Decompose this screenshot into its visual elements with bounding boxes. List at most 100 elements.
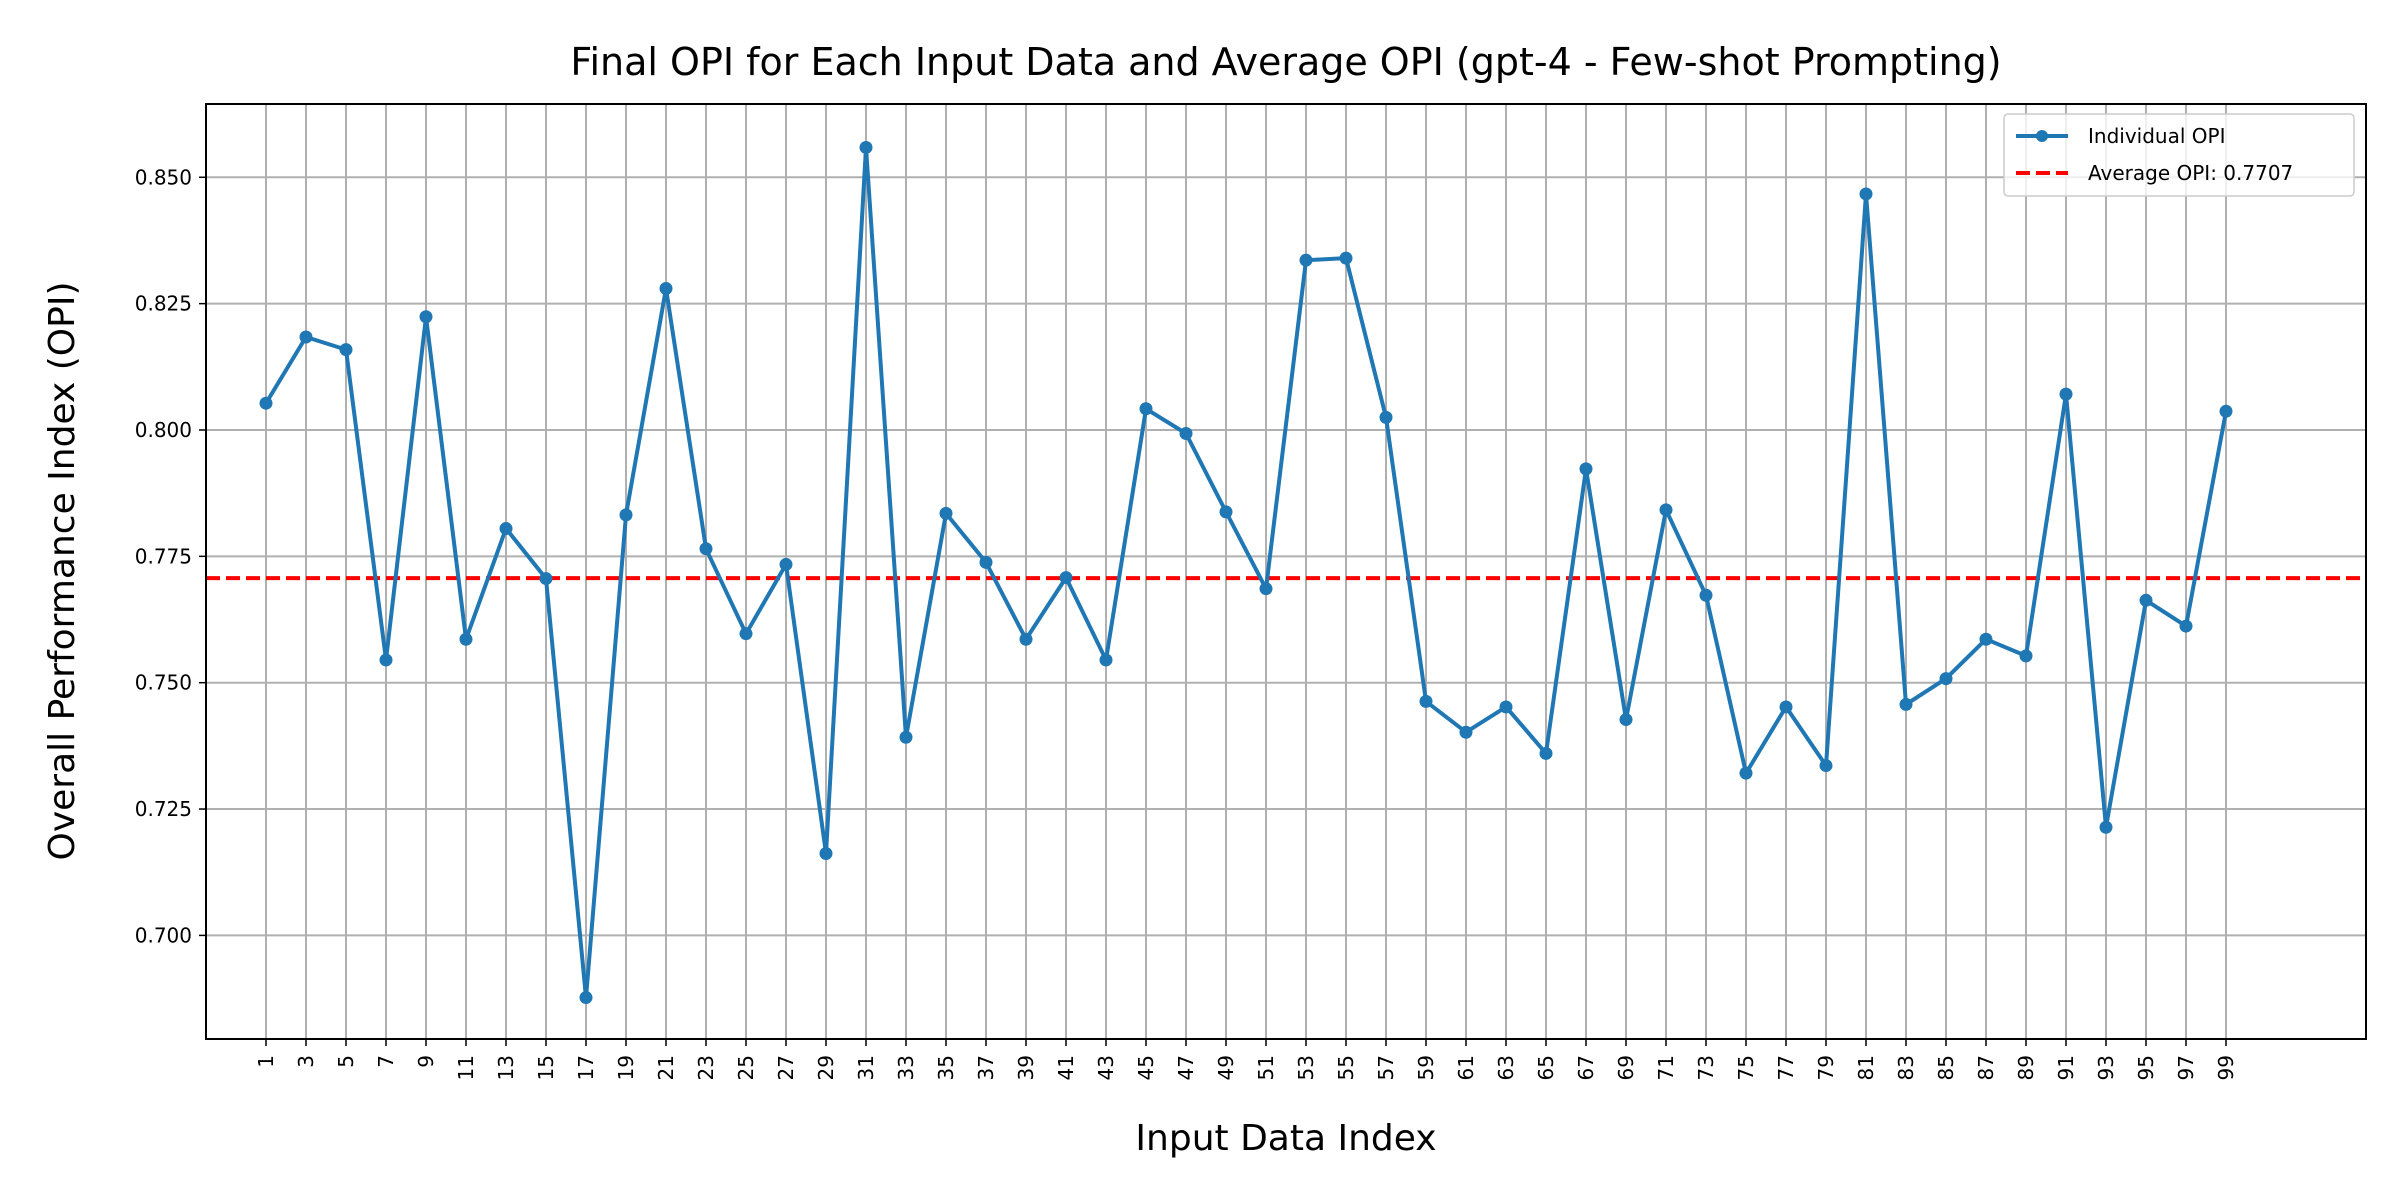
- series-layer: [259, 140, 2233, 1005]
- data-point: [1939, 672, 1953, 686]
- x-tick-label: 45: [1134, 1055, 1158, 1080]
- y-tick-label: 0.775: [135, 544, 192, 568]
- data-point: [2099, 820, 2113, 834]
- x-tick-label: 29: [814, 1055, 838, 1080]
- data-point: [819, 847, 833, 861]
- chart-title: Final OPI for Each Input Data and Averag…: [570, 40, 2001, 84]
- x-tick-label: 21: [654, 1055, 678, 1080]
- x-tick-label: 69: [1614, 1055, 1638, 1080]
- data-point: [619, 508, 633, 522]
- legend-label-individual: Individual OPI: [2088, 124, 2225, 148]
- x-tick-label: 59: [1414, 1055, 1438, 1080]
- x-tick-label: 13: [494, 1055, 518, 1080]
- x-tick-label: 73: [1694, 1055, 1718, 1080]
- data-point: [699, 542, 713, 556]
- x-tick-label: 35: [934, 1055, 958, 1080]
- x-tick-label: 91: [2054, 1055, 2078, 1080]
- data-point: [339, 343, 353, 357]
- series-line-individual-opi: [264, 145, 2228, 1000]
- x-tick-label: 33: [894, 1055, 918, 1080]
- x-tick-label: 7: [374, 1055, 398, 1068]
- y-axis-label: Overall Performance Index (OPI): [42, 282, 83, 861]
- y-axis-ticks: 0.700 0.725 0.750 0.775 0.800 0.825 0.850: [135, 165, 206, 947]
- data-point: [299, 330, 313, 344]
- data-point: [1339, 251, 1353, 265]
- x-tick-label: 95: [2134, 1055, 2158, 1080]
- x-tick-label: 47: [1174, 1055, 1198, 1080]
- x-tick-label: 11: [454, 1055, 478, 1080]
- data-point: [659, 281, 673, 295]
- x-tick-label: 87: [1974, 1055, 1998, 1080]
- legend-box: [2003, 113, 2355, 197]
- data-point: [1779, 700, 1793, 714]
- data-point: [379, 653, 393, 667]
- x-tick-label: 43: [1094, 1055, 1118, 1080]
- x-axis-ticks: 1 3 5 7 9 11 13 15 17 19 21 23 25 27 29 31 33 35 37 39 41 43 4…: [254, 1039, 2238, 1080]
- data-point: [259, 396, 273, 410]
- x-tick-label: 41: [1054, 1055, 1078, 1080]
- x-tick-label: 93: [2094, 1055, 2118, 1080]
- x-tick-label: 17: [574, 1055, 598, 1080]
- data-point: [1539, 746, 1553, 760]
- data-point: [1259, 582, 1273, 596]
- x-tick-label: 83: [1894, 1055, 1918, 1080]
- x-tick-label: 31: [854, 1055, 878, 1080]
- x-tick-label: 99: [2214, 1055, 2238, 1080]
- data-point: [1059, 571, 1073, 585]
- data-point: [1419, 694, 1433, 708]
- data-point: [2219, 404, 2233, 418]
- data-point: [1219, 505, 1233, 519]
- x-tick-label: 39: [1014, 1055, 1038, 1080]
- data-point: [1659, 503, 1673, 517]
- y-tick-label: 0.850: [135, 165, 192, 189]
- data-point: [1819, 759, 1833, 773]
- y-tick-label: 0.750: [135, 671, 192, 695]
- x-tick-label: 65: [1534, 1055, 1558, 1080]
- x-tick-label: 79: [1814, 1055, 1838, 1080]
- data-point: [1579, 462, 1593, 476]
- data-point: [1499, 700, 1513, 714]
- x-tick-label: 77: [1774, 1055, 1798, 1080]
- data-point: [899, 730, 913, 744]
- data-point: [979, 555, 993, 569]
- x-tick-label: 75: [1734, 1055, 1758, 1080]
- data-point: [1739, 766, 1753, 780]
- x-tick-label: 3: [294, 1055, 318, 1068]
- data-point: [1619, 713, 1633, 727]
- data-point: [459, 632, 473, 646]
- data-point: [1899, 697, 1913, 711]
- x-axis-label: Input Data Index: [1135, 1118, 1436, 1159]
- data-point: [1379, 410, 1393, 424]
- data-point: [1019, 632, 1033, 646]
- grid: [206, 104, 2366, 1039]
- x-tick-label: 53: [1294, 1055, 1318, 1080]
- data-point: [419, 310, 433, 324]
- data-point: [579, 991, 593, 1005]
- x-tick-label: 55: [1334, 1055, 1358, 1080]
- legend-label-average: Average OPI: 0.7707: [2088, 161, 2293, 185]
- x-tick-label: 97: [2174, 1055, 2198, 1080]
- y-tick-label: 0.825: [135, 292, 192, 316]
- data-point: [2139, 593, 2153, 607]
- x-tick-label: 23: [694, 1055, 718, 1080]
- data-point: [2019, 649, 2033, 663]
- x-tick-label: 5: [334, 1055, 358, 1068]
- x-tick-label: 27: [774, 1055, 798, 1080]
- data-point: [1299, 253, 1313, 267]
- x-tick-label: 63: [1494, 1055, 1518, 1080]
- data-point: [539, 572, 553, 586]
- data-point: [2179, 619, 2193, 633]
- data-point: [1459, 725, 1473, 739]
- data-point: [1699, 588, 1713, 602]
- y-tick-label: 0.725: [135, 797, 192, 821]
- data-point: [939, 506, 953, 520]
- x-tick-label: 51: [1254, 1055, 1278, 1080]
- x-tick-label: 71: [1654, 1055, 1678, 1080]
- x-tick-label: 19: [614, 1055, 638, 1080]
- data-point: [2059, 387, 2073, 401]
- data-point: [739, 627, 753, 641]
- x-tick-label: 61: [1454, 1055, 1478, 1080]
- data-point: [859, 140, 873, 154]
- x-tick-label: 37: [974, 1055, 998, 1080]
